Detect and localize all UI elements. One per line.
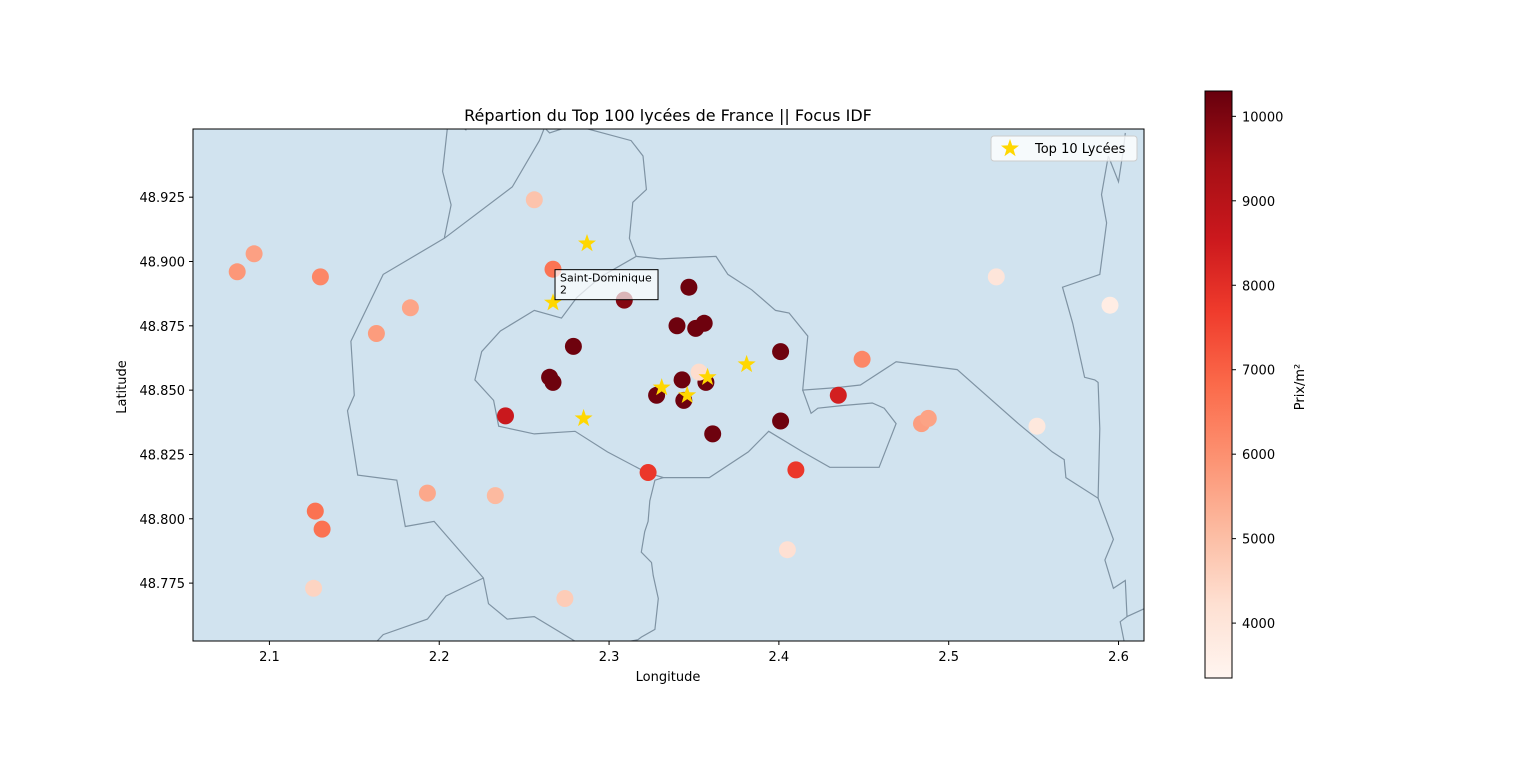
boundary-line-10 [1119, 616, 1128, 641]
price-point-17 [673, 371, 691, 389]
plot-frame [192, 128, 1145, 642]
annotation-text-line1: Saint-Dominique [560, 272, 652, 285]
price-point-36 [556, 590, 574, 607]
price-point-29 [787, 461, 805, 479]
price-point-24 [772, 412, 790, 430]
price-point-37 [987, 268, 1005, 286]
top10-star-5 [678, 385, 697, 403]
price-point-34 [778, 541, 796, 559]
price-point-8 [680, 278, 698, 296]
colorbar-tick-label-3: 7000 [1242, 364, 1275, 379]
legend: Top 10 Lycées [990, 135, 1138, 162]
colorbar-gradient [1204, 90, 1233, 679]
price-point-13 [772, 343, 790, 361]
annotation-rect [554, 269, 659, 301]
top10-star-0 [578, 234, 596, 252]
boundary-line-11 [627, 477, 664, 641]
legend-star-icon [1001, 139, 1019, 157]
boundary-line-4 [443, 129, 545, 239]
price-point-25 [704, 425, 722, 443]
price-point-33 [313, 520, 331, 538]
y-tick-label-6: 48.925 [140, 191, 186, 206]
top10-star-1 [544, 293, 563, 311]
price-point-28 [639, 464, 657, 481]
boundary-line-3 [544, 129, 648, 257]
price-point-38 [1101, 296, 1119, 314]
x-axis-ticks: 2.1 2.2 2.3 2.4 2.5 2.6 [259, 641, 1129, 665]
price-point-6 [367, 325, 385, 342]
x-tick-label-4: 2.5 [938, 650, 959, 665]
colorbar-tick-label-4: 8000 [1242, 279, 1275, 294]
x-tick-label-2: 2.3 [599, 650, 620, 665]
price-point-30 [418, 484, 436, 502]
annotation-box: Saint-Dominique 2 [554, 269, 659, 301]
x-tick-label-1: 2.2 [429, 650, 450, 665]
colorbar-tick-label-0: 4000 [1242, 617, 1275, 632]
colorbar-ticks: 4000 5000 6000 7000 8000 9000 10000 [1232, 110, 1283, 632]
colorbar-tick-label-1: 5000 [1242, 533, 1275, 548]
x-axis-label: Longitude [636, 670, 701, 685]
price-point-2 [311, 268, 329, 286]
x-tick-label-3: 2.4 [769, 650, 790, 665]
price-point-16 [544, 373, 562, 391]
boundary-line-7 [836, 155, 1109, 500]
legend-box [990, 135, 1138, 162]
y-tick-label-0: 48.775 [140, 577, 186, 592]
top10-stars [544, 234, 756, 427]
y-axis-label: Latitude [115, 360, 130, 414]
colorbar: 4000 5000 6000 7000 8000 9000 10000 Prix/m² [1204, 90, 1308, 679]
y-axis-ticks: 48.775 48.800 48.825 48.850 48.875 48.900 48.9… [140, 191, 193, 592]
legend-label-top10: Top 10 Lycées [1034, 142, 1126, 157]
y-tick-label-2: 48.825 [140, 448, 186, 463]
price-point-11 [695, 314, 713, 332]
chart-title: Répartion du Top 100 lycées de France ||… [464, 106, 872, 125]
price-point-14 [853, 350, 871, 368]
colorbar-tick-label-5: 9000 [1242, 195, 1275, 210]
colorbar-label: Prix/m² [1293, 364, 1308, 411]
price-point-5 [401, 299, 419, 317]
price-point-31 [486, 487, 504, 505]
y-tick-label-1: 48.800 [140, 513, 186, 528]
price-point-27 [919, 409, 937, 427]
x-tick-label-5: 2.6 [1108, 650, 1129, 665]
price-point-0 [228, 263, 246, 281]
price-point-22 [829, 386, 847, 404]
x-tick-label-0: 2.1 [259, 650, 280, 665]
boundary-line-2 [376, 577, 484, 641]
boundary-line-1 [346, 129, 576, 641]
price-point-3 [525, 191, 543, 209]
price-point-35 [305, 579, 323, 597]
price-point-39 [1028, 417, 1046, 435]
top10-star-3 [574, 408, 593, 427]
price-point-1 [245, 245, 263, 263]
top10-star-2 [737, 354, 756, 373]
price-point-12 [564, 337, 582, 355]
price-point-9 [668, 317, 686, 335]
annotation-text-line2: 2 [560, 284, 567, 297]
y-tick-label-4: 48.875 [140, 320, 186, 335]
price-point-32 [306, 502, 324, 520]
y-tick-label-5: 48.900 [140, 256, 186, 271]
y-tick-label-3: 48.850 [140, 384, 186, 399]
top10-star-6 [698, 367, 717, 385]
boundary-line-5 [636, 255, 837, 391]
colorbar-tick-label-6: 10000 [1242, 110, 1283, 125]
price-point-23 [497, 407, 514, 425]
top10-star-4 [652, 378, 671, 396]
colorbar-tick-label-2: 6000 [1242, 448, 1275, 463]
